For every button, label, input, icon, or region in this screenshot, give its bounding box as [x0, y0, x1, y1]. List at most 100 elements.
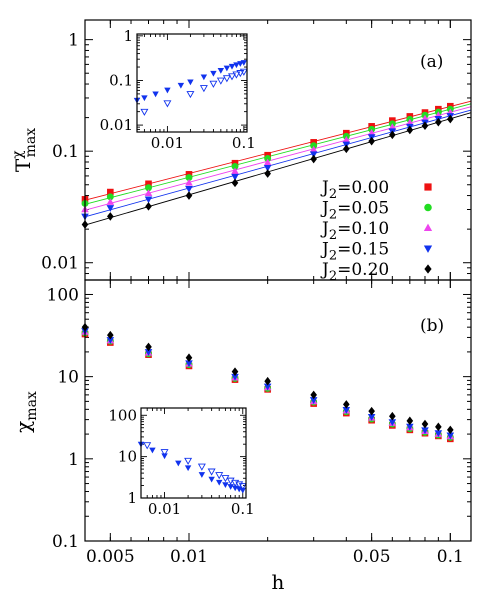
inset-data-point	[235, 481, 244, 489]
legend-marker	[423, 223, 433, 232]
data-point	[106, 198, 115, 205]
data-point	[435, 422, 442, 432]
data-point	[231, 167, 239, 175]
inset-data-point	[208, 476, 215, 483]
data-point	[447, 114, 454, 124]
data-point	[231, 367, 239, 376]
data-point	[343, 400, 350, 409]
inset-data-point	[221, 475, 230, 483]
inset-data-point	[161, 453, 168, 460]
x-tick-label: 0.01	[170, 547, 208, 567]
data-point	[310, 154, 317, 164]
legend-label-sub: 2	[329, 269, 337, 284]
legend-label-rest: =0.00	[337, 178, 389, 198]
data-point	[388, 419, 397, 427]
inset-y-tick-label: 10	[118, 448, 137, 466]
inset-y-tick-label: 0.1	[109, 71, 133, 89]
inset-x-tick-label: 0.1	[231, 500, 255, 518]
data-point	[368, 136, 375, 146]
inset-data-point	[163, 100, 172, 108]
panel-b: 0.1 1 10 100 (b) χmax 0.005 0.01 0.05 0.1 h 0.…	[11, 279, 472, 594]
data-point	[145, 184, 152, 192]
panel-a: 0.010.11 (a) Tχmax J2=0.00J2=0.05J2=0.10…	[10, 19, 472, 284]
inset-data-point	[177, 82, 185, 89]
inset-data-point	[232, 71, 241, 79]
panel-a-ylabel: Tχmax	[10, 128, 39, 172]
panel-b-inset-points	[137, 441, 247, 494]
data-point	[185, 360, 193, 368]
legend-marker	[423, 245, 433, 253]
panel-a-inset-ticks: 0.01 0.1 0.01 0.1 1	[100, 27, 256, 152]
inset-data-point	[222, 75, 231, 83]
data-point	[435, 117, 442, 127]
data-point	[389, 411, 396, 421]
inset-data-point	[187, 79, 194, 86]
panel-a-ylabel-base: T	[11, 158, 35, 172]
legend-entry-label: J2=0.20	[320, 260, 389, 284]
inset-data-point	[141, 95, 148, 102]
panel-b-ylabel: χmax	[11, 391, 40, 433]
inset-data-point	[239, 68, 248, 76]
x-tick-labels: 0.005 0.01 0.05 0.1	[86, 547, 464, 567]
panel-b-label: (b)	[420, 316, 444, 336]
data-point	[263, 158, 272, 166]
panel-b-frame	[84, 279, 472, 542]
legend-label-rest: =0.05	[337, 199, 389, 219]
data-point	[342, 136, 351, 143]
inset-data-point	[198, 472, 206, 478]
data-point	[343, 144, 350, 154]
data-point	[368, 406, 375, 416]
data-point	[145, 180, 152, 188]
inset-data-point	[239, 487, 246, 494]
inset-data-point	[216, 77, 225, 85]
data-point	[264, 376, 271, 386]
panel-a-inset: 0.01 0.1 0.01 0.1 1	[100, 27, 256, 152]
inset-data-point	[184, 465, 192, 472]
data-point	[185, 185, 193, 193]
data-point	[421, 419, 429, 429]
legend-entry-label: J2=0.05	[320, 199, 389, 223]
data-point	[310, 390, 317, 400]
data-point	[107, 330, 114, 340]
panel-b-inset-frame	[140, 407, 247, 499]
inset-data-point	[197, 463, 206, 471]
y-tick-label: 100	[47, 285, 79, 305]
panel-a-inset-bg	[137, 34, 247, 132]
data-point	[342, 406, 351, 414]
legend-entry-label: J2=0.15	[320, 240, 389, 264]
data-point	[185, 178, 193, 186]
data-point	[185, 191, 193, 200]
data-point	[309, 397, 318, 404]
data-point	[406, 416, 414, 426]
inset-data-point	[200, 74, 208, 81]
inset-x-tick-label: 0.01	[148, 500, 181, 518]
panel-b-inset-bg	[141, 408, 246, 498]
x-tick-label: 0.1	[437, 547, 464, 567]
data-point	[263, 164, 272, 172]
inset-data-point	[228, 63, 236, 70]
y-tick-label: 10	[57, 368, 79, 388]
inset-data-point	[222, 482, 229, 489]
legend-label-base: J	[320, 260, 329, 280]
inset-data-point	[223, 65, 231, 72]
data-point	[389, 130, 396, 140]
data-point	[106, 337, 115, 344]
data-point	[264, 169, 271, 178]
inset-y-tick-label: 100	[108, 406, 137, 424]
inset-data-point	[160, 449, 169, 457]
inset-data-point	[149, 447, 156, 454]
data-point	[388, 123, 397, 131]
legend-label-sub: 2	[329, 187, 337, 202]
legend-marker	[424, 264, 432, 274]
legend-label-sub: 2	[329, 208, 337, 223]
inset-x-tick-label: 0.01	[151, 134, 184, 152]
y-tick-label: 0.1	[52, 532, 79, 552]
legend-marker	[424, 183, 432, 191]
data-point	[309, 151, 318, 159]
data-point	[367, 128, 376, 136]
legend-marker	[424, 203, 432, 212]
inset-y-tick-label: 0.01	[100, 116, 133, 134]
panel-a-ylabel-sub: max	[23, 128, 39, 158]
data-point	[144, 349, 153, 356]
